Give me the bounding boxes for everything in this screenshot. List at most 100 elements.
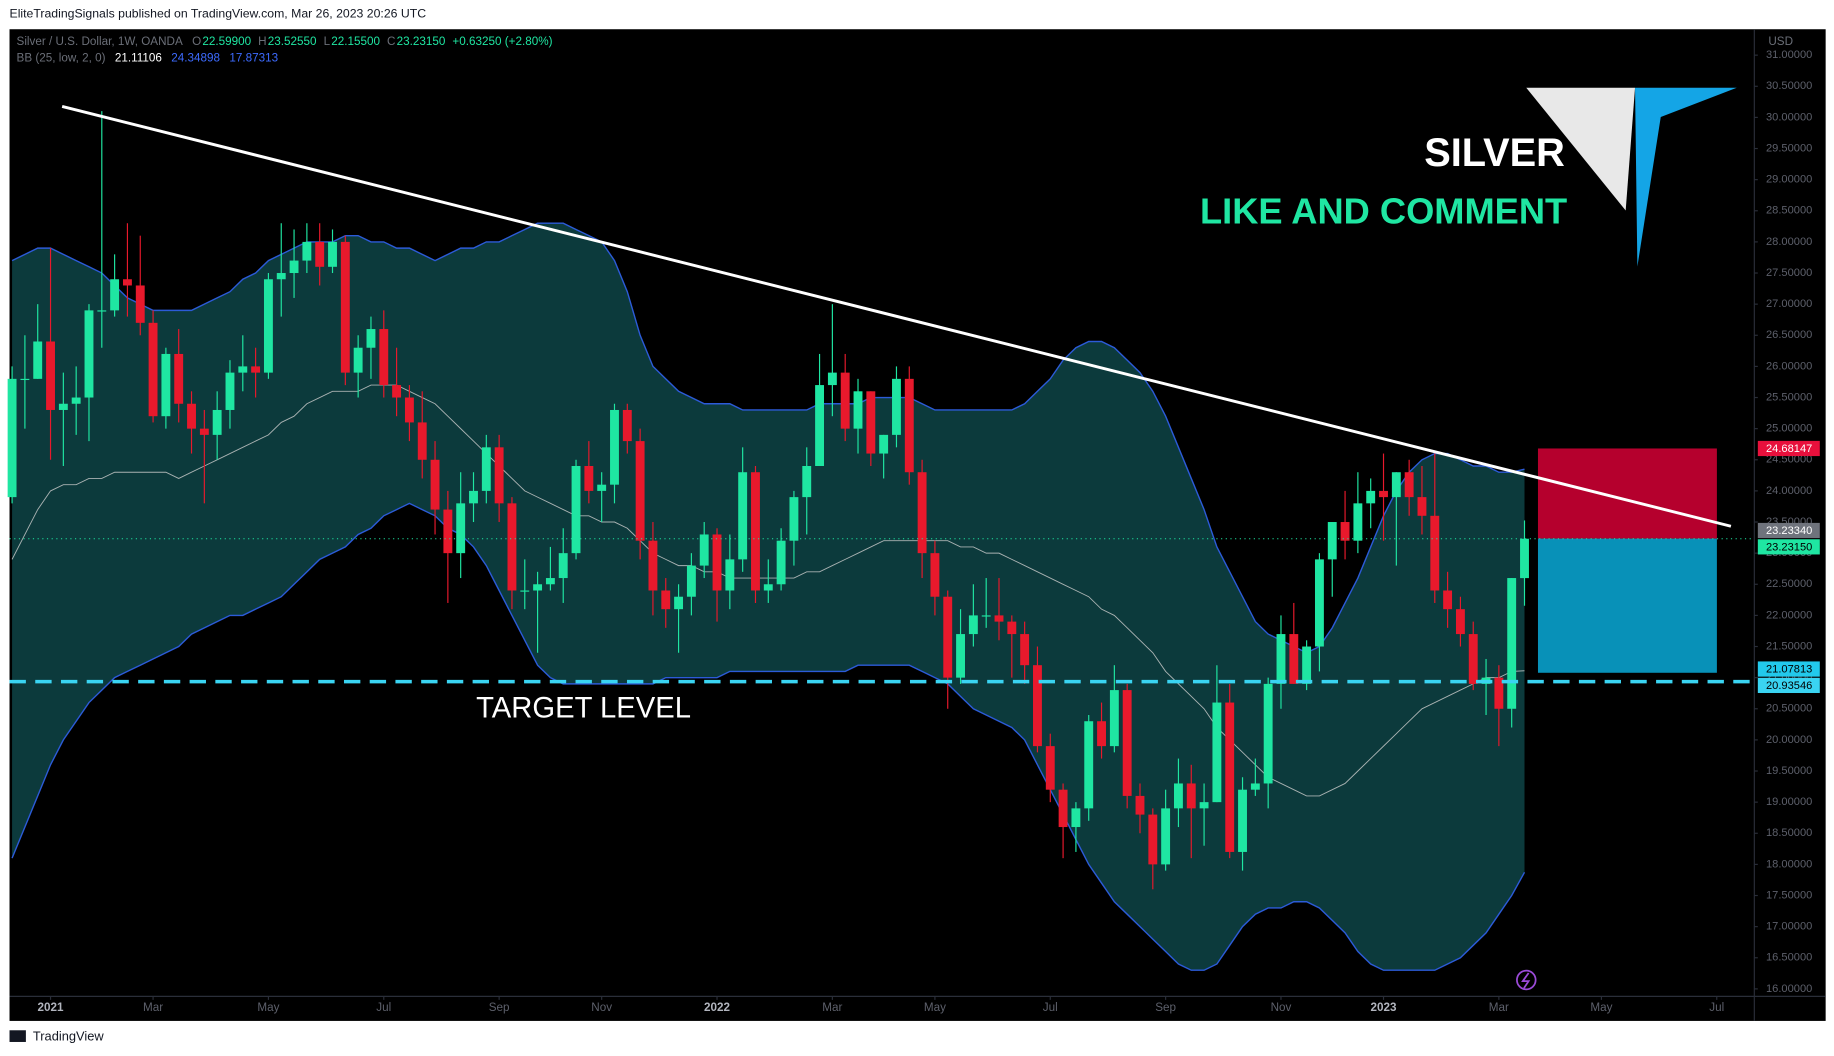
candle-body (276, 273, 286, 280)
candle-body (1225, 702, 1235, 852)
x-tick-label: 2023 (1371, 1001, 1398, 1014)
candle-body (443, 509, 453, 554)
candle-body (904, 378, 914, 473)
price-tag-label: 24.68147 (1766, 443, 1812, 455)
currency-label: USD (1768, 35, 1793, 48)
stop-box (1537, 448, 1717, 539)
legend-key: H (258, 35, 266, 48)
candle-body (1404, 472, 1414, 498)
candle-body (225, 372, 235, 410)
candle-body (533, 584, 543, 591)
y-tick-label: 21.50000 (1766, 640, 1812, 652)
alert-icon-bolt (1521, 972, 1531, 989)
y-tick-label: 22.50000 (1766, 578, 1812, 590)
candle-body (1340, 522, 1350, 541)
candle-body (1020, 634, 1030, 666)
annotation-call: LIKE AND COMMENT (1200, 191, 1567, 232)
y-tick-label: 26.00000 (1766, 360, 1812, 372)
y-tick-label: 25.50000 (1766, 391, 1812, 403)
candle-body (725, 559, 735, 591)
candle-body (1033, 665, 1042, 747)
band-lower (11, 502, 1526, 971)
x-tick-label: Jul (376, 1001, 391, 1014)
y-tick-label: 19.00000 (1766, 796, 1812, 808)
candle-body (392, 385, 402, 398)
alert-icon[interactable] (1516, 969, 1537, 991)
y-tick-label: 18.50000 (1766, 827, 1812, 839)
legend-value: +0.63250 (+2.80%) (452, 35, 552, 48)
candle-body (71, 397, 81, 404)
candle-body (315, 241, 325, 267)
x-tick-label: Nov (1271, 1001, 1292, 1014)
candle-body (802, 465, 812, 498)
candle-body (712, 534, 722, 591)
candle-body (776, 540, 786, 585)
candle-body (366, 329, 376, 348)
candle-body (1097, 721, 1106, 747)
candle-body (110, 279, 120, 311)
candle-body (238, 366, 248, 373)
candle-body (353, 347, 363, 373)
candle-body (648, 540, 658, 591)
candle-body (1455, 609, 1465, 635)
legend-value: 23.52550 (268, 35, 317, 48)
x-tick-label: 2022 (704, 1001, 731, 1014)
candle-body (994, 615, 1004, 622)
candle-body (827, 372, 837, 386)
candle-body (520, 590, 530, 592)
candle-body (481, 447, 491, 491)
legend: Silver / U.S. Dollar, 1W, OANDA BB (25, … (17, 35, 553, 64)
legend-value: 23.23150 (397, 35, 446, 48)
candle-body (494, 447, 504, 504)
price-tag (1757, 522, 1820, 539)
candle-body (840, 372, 850, 429)
candle-body (1494, 677, 1504, 709)
candle-body (943, 596, 953, 678)
x-tick-label: Nov (591, 1001, 612, 1014)
candle-body (58, 403, 68, 410)
candle-body (302, 241, 312, 261)
candle-body (917, 472, 927, 554)
x-tick-label: Jul (1043, 1001, 1058, 1014)
x-tick-label: 2021 (38, 1001, 65, 1014)
candle-body (1173, 783, 1183, 809)
candle-body (122, 279, 132, 286)
candle-body (1302, 646, 1312, 684)
candle-body (328, 241, 337, 267)
candle-body (148, 322, 158, 417)
x-tick-label: May (257, 1001, 279, 1014)
y-tick-label: 28.50000 (1766, 205, 1812, 217)
candle-body (1276, 634, 1286, 684)
y-tick-label: 20.50000 (1766, 703, 1812, 715)
annotation-title: SILVER (1424, 131, 1565, 175)
y-tick-label: 19.50000 (1766, 765, 1812, 777)
candle-body (815, 385, 825, 466)
candle-body (187, 403, 196, 429)
candle-body (97, 310, 107, 312)
candle-body (161, 353, 171, 417)
x-tick-label: Mar (1489, 1001, 1509, 1014)
footer-brand: TradingView (33, 1029, 104, 1044)
candle-body (584, 465, 594, 491)
indicator-value: 21.11106 (115, 52, 162, 65)
candle-body (622, 409, 632, 442)
candle-body (597, 484, 607, 491)
candle-body (263, 279, 273, 373)
candle-body (1507, 578, 1517, 709)
footer-logo (9, 1030, 26, 1042)
y-tick-label: 24.00000 (1766, 485, 1812, 497)
candle-body (1148, 814, 1158, 865)
x-tick-label: Mar (822, 1001, 842, 1014)
level-layer (9, 448, 1755, 684)
candle-body (1327, 522, 1337, 560)
y-tick-label: 27.00000 (1766, 298, 1812, 310)
legend-key: O (192, 35, 201, 48)
candle-body (379, 329, 389, 386)
candle-body (33, 341, 43, 379)
candle-body (1071, 808, 1081, 828)
candle-body (1007, 621, 1017, 635)
x-tick-label: Sep (489, 1001, 510, 1014)
legend-key: C (387, 35, 395, 48)
indicator-value: 24.34898 (171, 52, 220, 65)
